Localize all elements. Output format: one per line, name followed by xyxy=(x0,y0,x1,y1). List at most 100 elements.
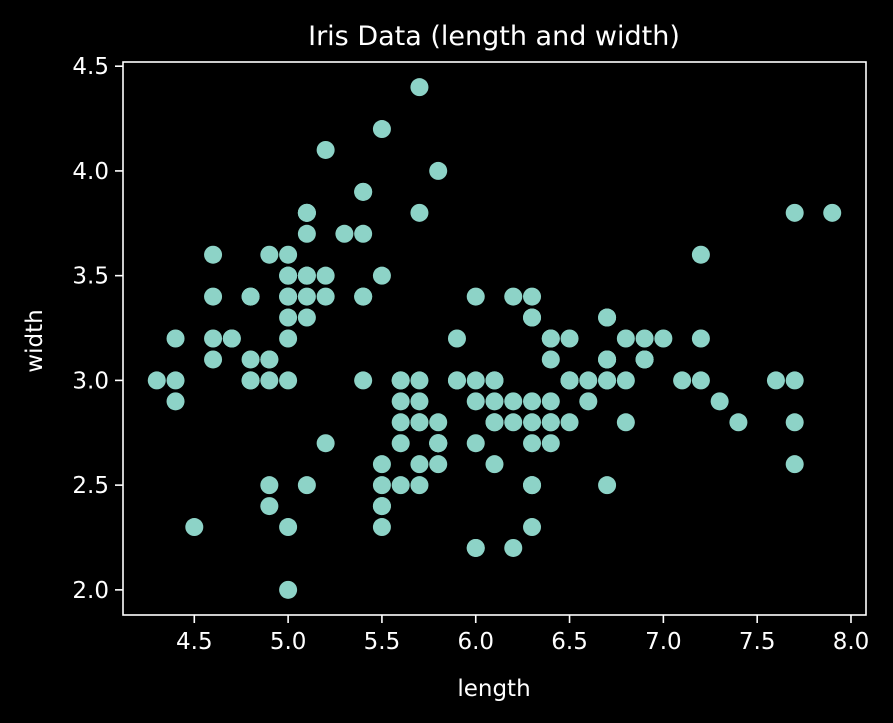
data-point xyxy=(297,308,316,327)
data-point xyxy=(260,497,279,516)
data-point xyxy=(654,329,673,348)
data-point xyxy=(335,224,354,243)
chart-title: Iris Data (length and width) xyxy=(308,21,680,52)
data-point xyxy=(523,392,542,411)
data-point xyxy=(673,371,692,390)
data-point xyxy=(785,203,804,222)
data-point xyxy=(485,392,504,411)
data-point xyxy=(354,182,373,201)
data-point xyxy=(372,120,391,139)
data-point xyxy=(523,308,542,327)
x-tick-label: 7.5 xyxy=(739,629,776,655)
data-point xyxy=(523,476,542,495)
data-point xyxy=(560,371,579,390)
data-point xyxy=(222,329,241,348)
data-point xyxy=(785,455,804,474)
data-point xyxy=(166,392,185,411)
data-point xyxy=(354,224,373,243)
data-point xyxy=(823,203,842,222)
data-points xyxy=(147,78,842,599)
data-point xyxy=(466,371,485,390)
data-point xyxy=(541,434,560,453)
data-point xyxy=(241,350,260,369)
y-tick-label: 3.5 xyxy=(72,264,109,290)
data-point xyxy=(316,140,335,159)
data-point xyxy=(297,476,316,495)
data-point xyxy=(447,371,466,390)
data-point xyxy=(541,329,560,348)
data-point xyxy=(391,413,410,432)
data-point xyxy=(241,287,260,306)
data-point xyxy=(166,371,185,390)
data-point xyxy=(391,476,410,495)
data-point xyxy=(260,371,279,390)
y-tick-label: 4.0 xyxy=(72,159,109,185)
y-tick-label: 2.0 xyxy=(72,578,109,604)
data-point xyxy=(204,350,223,369)
data-point xyxy=(147,371,166,390)
x-tick-label: 6.0 xyxy=(457,629,494,655)
data-point xyxy=(429,434,448,453)
data-point xyxy=(260,476,279,495)
data-point xyxy=(410,78,429,97)
data-point xyxy=(504,538,523,557)
data-point xyxy=(429,413,448,432)
data-point xyxy=(523,518,542,537)
data-point xyxy=(316,266,335,285)
data-point xyxy=(598,371,617,390)
data-point xyxy=(204,287,223,306)
x-axis-ticks: 4.5 5.0 5.5 6.0 6.5 7.0 7.5 8.0 xyxy=(176,615,869,655)
data-point xyxy=(560,329,579,348)
data-point xyxy=(523,287,542,306)
data-point xyxy=(410,413,429,432)
data-point xyxy=(466,538,485,557)
data-point xyxy=(541,413,560,432)
data-point xyxy=(279,308,298,327)
data-point xyxy=(279,245,298,264)
data-point xyxy=(691,245,710,264)
y-tick-label: 3.0 xyxy=(72,368,109,394)
data-point xyxy=(485,413,504,432)
y-tick-label: 4.5 xyxy=(72,54,109,80)
data-point xyxy=(579,392,598,411)
data-point xyxy=(466,392,485,411)
data-point xyxy=(785,413,804,432)
data-point xyxy=(316,287,335,306)
data-point xyxy=(372,455,391,474)
data-point xyxy=(616,413,635,432)
data-point xyxy=(410,371,429,390)
data-point xyxy=(541,392,560,411)
data-point xyxy=(729,413,748,432)
plot-frame xyxy=(122,61,867,616)
x-tick-label: 4.5 xyxy=(176,629,213,655)
data-point xyxy=(504,392,523,411)
data-point xyxy=(297,266,316,285)
data-point xyxy=(504,287,523,306)
data-point xyxy=(372,266,391,285)
data-point xyxy=(354,287,373,306)
data-point xyxy=(391,434,410,453)
data-point xyxy=(166,329,185,348)
data-point xyxy=(279,518,298,537)
data-point xyxy=(410,392,429,411)
data-point xyxy=(316,434,335,453)
x-axis-label: length xyxy=(457,676,530,702)
data-point xyxy=(429,161,448,180)
data-point xyxy=(447,329,466,348)
data-point xyxy=(579,371,598,390)
data-point xyxy=(279,580,298,599)
data-point xyxy=(598,350,617,369)
data-point xyxy=(598,476,617,495)
data-point xyxy=(372,497,391,516)
data-point xyxy=(616,371,635,390)
data-point xyxy=(279,371,298,390)
data-point xyxy=(260,245,279,264)
y-axis-label: width xyxy=(22,309,48,372)
data-point xyxy=(372,476,391,495)
data-point xyxy=(410,455,429,474)
data-point xyxy=(279,287,298,306)
x-tick-label: 5.0 xyxy=(270,629,307,655)
data-point xyxy=(297,287,316,306)
